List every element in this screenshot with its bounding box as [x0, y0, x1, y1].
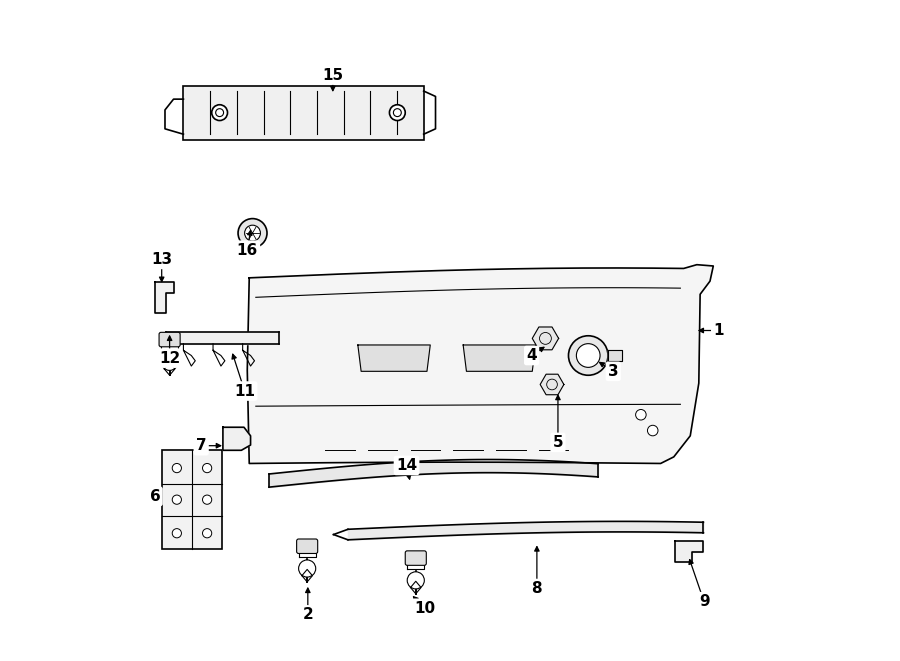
Polygon shape [532, 327, 559, 350]
Circle shape [245, 225, 260, 241]
Text: 3: 3 [608, 364, 618, 379]
Polygon shape [299, 551, 316, 557]
Text: 2: 2 [302, 607, 313, 623]
Polygon shape [608, 350, 623, 361]
Circle shape [647, 425, 658, 436]
Circle shape [172, 529, 182, 538]
Polygon shape [540, 374, 564, 395]
Circle shape [299, 560, 316, 577]
Polygon shape [166, 332, 279, 344]
Polygon shape [248, 264, 714, 463]
Text: 11: 11 [234, 383, 255, 399]
Text: 13: 13 [151, 252, 172, 267]
Circle shape [202, 463, 211, 473]
Circle shape [212, 104, 228, 120]
Text: 9: 9 [698, 594, 709, 609]
Circle shape [576, 344, 600, 368]
Circle shape [161, 353, 178, 370]
Text: 5: 5 [553, 435, 563, 450]
Text: 1: 1 [714, 323, 724, 338]
FancyBboxPatch shape [184, 86, 424, 139]
Polygon shape [223, 427, 250, 450]
Circle shape [635, 409, 646, 420]
Text: 4: 4 [526, 348, 537, 363]
Circle shape [407, 572, 424, 589]
Circle shape [172, 495, 182, 504]
Polygon shape [358, 345, 430, 371]
FancyBboxPatch shape [162, 450, 222, 549]
Text: 12: 12 [159, 350, 180, 366]
Circle shape [202, 529, 211, 538]
FancyBboxPatch shape [297, 539, 318, 553]
Text: 16: 16 [237, 243, 258, 258]
Text: 14: 14 [396, 458, 417, 473]
FancyBboxPatch shape [405, 551, 427, 565]
Polygon shape [161, 345, 178, 350]
Circle shape [172, 463, 182, 473]
Polygon shape [407, 563, 424, 569]
Circle shape [202, 495, 211, 504]
Text: 8: 8 [532, 581, 542, 596]
Circle shape [390, 104, 405, 120]
Text: 6: 6 [149, 489, 160, 504]
Circle shape [569, 336, 608, 375]
Polygon shape [155, 282, 174, 313]
FancyBboxPatch shape [159, 332, 180, 347]
Text: 10: 10 [414, 601, 436, 616]
Circle shape [238, 219, 267, 248]
Text: 15: 15 [322, 67, 344, 83]
Polygon shape [464, 345, 536, 371]
Polygon shape [675, 541, 703, 563]
Text: 7: 7 [196, 438, 206, 453]
